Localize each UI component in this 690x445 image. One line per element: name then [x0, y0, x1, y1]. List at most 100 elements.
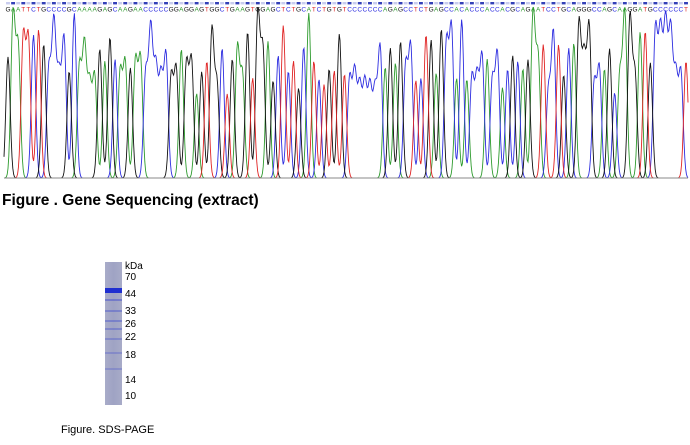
- quality-bar: [36, 2, 41, 5]
- quality-bar: [337, 2, 342, 5]
- base-call: A: [307, 7, 312, 14]
- trace-peaks: [3, 6, 689, 179]
- base-call: C: [72, 7, 77, 14]
- quality-bar: [225, 2, 230, 5]
- quality-bar: [123, 2, 128, 5]
- base-call: A: [92, 7, 97, 14]
- base-call: C: [368, 7, 373, 14]
- quality-bar: [128, 2, 133, 5]
- quality-bar: [255, 2, 260, 5]
- base-call: C: [362, 7, 367, 14]
- base-call: C: [357, 7, 362, 14]
- base-call: G: [398, 7, 403, 14]
- base-call: A: [454, 7, 459, 14]
- quality-bar: [633, 2, 637, 5]
- quality-bar: [72, 2, 77, 5]
- quality-bar: [571, 2, 576, 5]
- quality-bar: [393, 2, 398, 5]
- gene-sequencing-caption: Figure . Gene Sequencing (extract): [2, 192, 259, 209]
- quality-bar: [347, 2, 352, 5]
- quality-bar: [592, 2, 597, 5]
- base-call: C: [444, 7, 449, 14]
- base-call: G: [576, 7, 581, 14]
- quality-bar: [663, 2, 668, 5]
- base-call: C: [673, 7, 678, 14]
- base-call: G: [429, 7, 434, 14]
- quality-bar: [577, 2, 581, 5]
- quality-bar: [6, 2, 10, 5]
- quality-bar: [480, 2, 485, 5]
- quality-bar: [332, 2, 337, 5]
- base-call: C: [113, 7, 118, 14]
- quality-bar: [286, 2, 291, 5]
- quality-bar: [46, 2, 51, 5]
- quality-bar: [536, 2, 541, 5]
- base-call: G: [245, 7, 250, 14]
- base-call: A: [485, 7, 490, 14]
- base-call: T: [312, 7, 316, 14]
- base-call: A: [77, 7, 82, 14]
- quality-bar: [31, 2, 36, 5]
- base-call: G: [199, 7, 204, 14]
- base-call: A: [16, 7, 21, 14]
- quality-bar: [424, 2, 428, 5]
- base-call: G: [439, 7, 444, 14]
- quality-bar: [322, 2, 327, 5]
- quality-bar: [373, 2, 377, 5]
- quality-bar: [138, 2, 143, 5]
- base-call: T: [557, 7, 561, 14]
- base-call: G: [607, 7, 612, 14]
- quality-bar: [469, 2, 474, 5]
- base-call: C: [551, 7, 556, 14]
- quality-bar: [179, 2, 184, 5]
- quality-bar: [454, 2, 459, 5]
- quality-bar: [475, 2, 479, 5]
- base-call: T: [541, 7, 545, 14]
- quality-bar: [388, 2, 393, 5]
- marker-18: 18: [125, 350, 137, 361]
- base-call: C: [668, 7, 673, 14]
- base-call: C: [419, 7, 424, 14]
- base-call: G: [67, 7, 72, 14]
- base-call: A: [138, 7, 143, 14]
- quality-bar: [587, 2, 592, 5]
- base-call: C: [546, 7, 551, 14]
- base-call: A: [465, 7, 470, 14]
- quality-bar: [235, 2, 240, 5]
- base-call: G: [561, 7, 566, 14]
- quality-bar: [668, 2, 673, 5]
- quality-bar: [362, 2, 367, 5]
- quality-bar: [418, 2, 423, 5]
- base-call: C: [373, 7, 378, 14]
- quality-bar: [199, 2, 204, 5]
- quality-bar: [77, 2, 82, 5]
- quality-bar: [327, 2, 332, 5]
- gel-lane: [105, 262, 122, 405]
- base-call: T: [332, 7, 336, 14]
- quality-bar: [311, 2, 316, 5]
- base-call: A: [82, 7, 87, 14]
- quality-bar: [643, 2, 648, 5]
- base-call: C: [658, 7, 663, 14]
- base-call: G: [184, 7, 189, 14]
- quality-bar: [627, 2, 632, 5]
- quality-bar: [378, 2, 383, 5]
- quality-bar: [678, 2, 683, 5]
- base-call: A: [500, 7, 505, 14]
- quality-bar: [408, 2, 413, 5]
- quality-bar: [520, 2, 525, 5]
- base-call: G: [107, 7, 112, 14]
- base-call: A: [118, 7, 123, 14]
- quality-bar: [638, 2, 643, 5]
- base-call: G: [296, 7, 301, 14]
- base-call: A: [638, 7, 643, 14]
- base-quality-bars: [6, 2, 688, 5]
- base-call: C: [276, 7, 281, 14]
- base-call: A: [123, 7, 128, 14]
- base-call: T: [251, 7, 255, 14]
- base-call: C: [408, 7, 413, 14]
- base-call: C: [475, 7, 480, 14]
- base-call: G: [388, 7, 393, 14]
- quality-bar: [209, 2, 214, 5]
- quality-bar: [317, 2, 321, 5]
